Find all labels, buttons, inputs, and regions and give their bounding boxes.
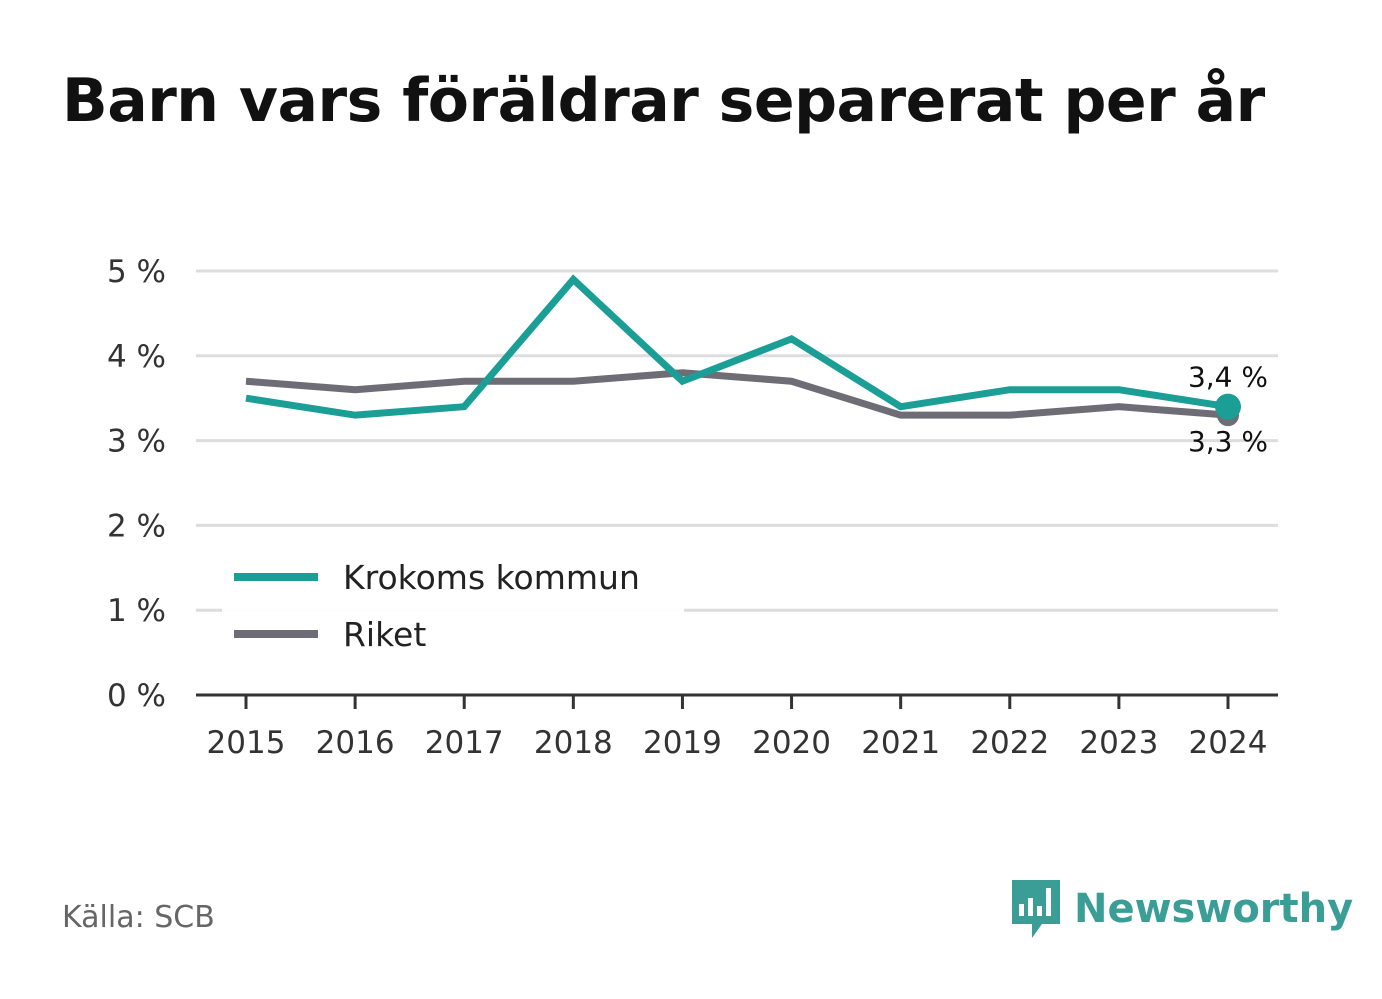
legend-label-kommun: Krokoms kommun [343, 558, 640, 597]
newsworthy-icon [1012, 880, 1060, 938]
brand-logo: Newsworthy [1010, 878, 1353, 940]
x-tick-label: 2019 [643, 725, 722, 761]
legend-label-riket: Riket [343, 615, 426, 654]
brand-name: Newsworthy [1074, 886, 1354, 932]
series-line-kommun [245, 274, 1229, 419]
x-tick-label: 2022 [970, 725, 1049, 761]
x-tick-label: 2023 [1079, 725, 1158, 761]
chart-title: Barn vars föräldrar separerat per år [62, 66, 1265, 136]
x-tick-label: 2015 [207, 725, 286, 761]
x-tick-label: 2018 [534, 725, 613, 761]
end-label-riket: 3,3 % [1188, 425, 1268, 458]
legend: Krokoms kommun Riket [222, 542, 684, 668]
y-tick-label: 2 % [107, 508, 166, 544]
end-labels: 3,4 % 3,3 % [1188, 361, 1268, 458]
x-tick-label: 2020 [752, 725, 831, 761]
y-axis-ticks: 0 % 1 % 2 % 3 % 4 % 5 % [107, 254, 166, 714]
y-tick-label: 4 % [107, 339, 166, 375]
x-tick-label: 2016 [316, 725, 395, 761]
series-line-riket [245, 369, 1229, 419]
x-tick-label: 2024 [1189, 725, 1268, 761]
y-tick-label: 5 % [107, 254, 166, 290]
x-tick-label: 2017 [425, 725, 504, 761]
series-endpoint-kommun [1215, 393, 1241, 420]
y-tick-label: 0 % [107, 678, 166, 714]
source-note: Källa: SCB [62, 900, 215, 935]
x-tick-label: 2021 [861, 725, 940, 761]
y-tick-label: 1 % [107, 593, 166, 629]
x-axis-ticks: 2015 2016 2017 2018 2019 2020 2021 2022 2023 2024 [207, 695, 1268, 761]
series-layer [245, 274, 1241, 427]
legend-background [222, 542, 684, 668]
y-tick-label: 3 % [107, 424, 166, 460]
end-label-kommun: 3,4 % [1188, 361, 1268, 394]
